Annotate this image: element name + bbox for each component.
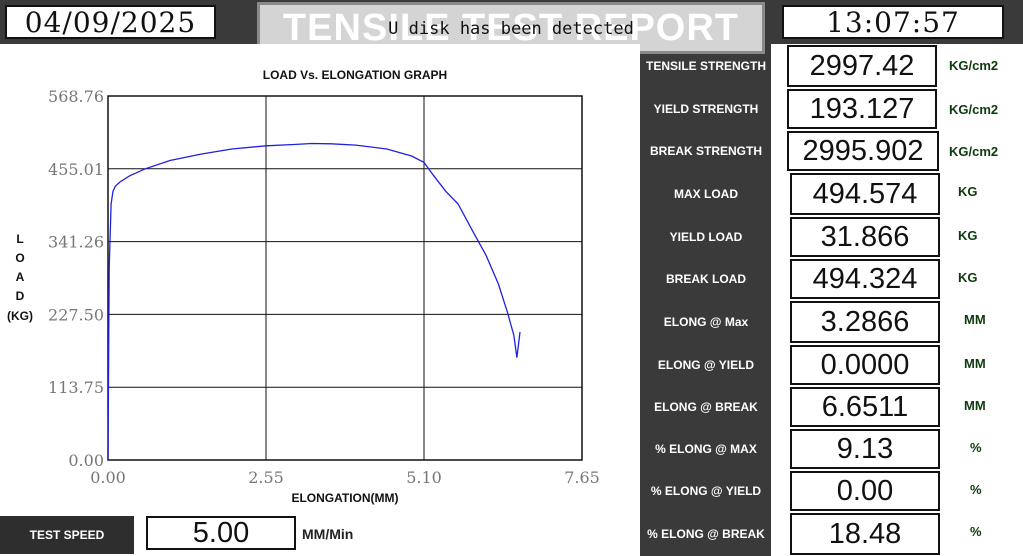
result-unit: %	[970, 524, 982, 539]
result-value: 3.2866	[790, 301, 940, 343]
result-value: 2997.42	[787, 45, 937, 87]
result-value: 31.866	[790, 217, 940, 257]
result-unit: MM	[964, 356, 986, 371]
y-axis-label-letter: L	[16, 232, 23, 246]
result-label: YIELD STRENGTH	[653, 102, 759, 116]
y-tick-label: 113.75	[48, 378, 104, 397]
result-label: % ELONG @ YIELD	[650, 484, 762, 498]
result-value: 9.13	[790, 429, 940, 469]
result-label: % ELONG @ BREAK	[647, 527, 765, 541]
test-speed-label: TEST SPEED	[0, 516, 134, 554]
result-label: MAX LOAD	[674, 187, 738, 201]
result-value: 0.00	[790, 471, 940, 511]
test-speed-value[interactable]: 5.00	[146, 516, 296, 550]
time-display: 13:07:57	[782, 5, 1004, 39]
result-unit: KG	[958, 228, 978, 243]
result-unit: MM	[964, 398, 986, 413]
y-axis-label: LOAD (KG)	[7, 232, 33, 323]
result-label: TENSILE STRENGTH	[645, 59, 766, 73]
result-value: 0.0000	[790, 345, 940, 385]
result-unit: MM	[964, 312, 986, 327]
grid-lines	[107, 95, 583, 461]
result-value: 6.6511	[790, 387, 940, 427]
result-unit: KG	[958, 184, 978, 199]
report-title-box: TENSILE TEST REPORT U disk has been dete…	[257, 2, 765, 54]
result-value: 193.127	[787, 89, 937, 129]
result-label: YIELD LOAD	[669, 230, 743, 244]
y-axis-label-letter: A	[16, 270, 25, 284]
result-unit: %	[970, 482, 982, 497]
chart-panel: LOAD Vs. ELONGATION GRAPH 0.00 113.75 227.…	[0, 44, 640, 512]
y-tick-label: 455.01	[48, 160, 104, 179]
result-unit: KG/cm2	[949, 58, 999, 73]
x-tick-label: 5.10	[406, 468, 442, 487]
x-tick-label: 7.65	[564, 468, 600, 487]
result-label: ELONG @ YIELD	[657, 358, 755, 372]
load-elongation-chart: LOAD Vs. ELONGATION GRAPH 0.00 113.75 227.…	[7, 68, 600, 505]
chart-title: LOAD Vs. ELONGATION GRAPH	[263, 68, 447, 82]
y-tick-label: 341.26	[48, 233, 104, 252]
report-title: TENSILE TEST REPORT	[282, 7, 740, 49]
result-values-background	[771, 44, 940, 556]
date-display: 04/09/2025	[5, 5, 216, 39]
y-tick-label: 227.50	[48, 305, 104, 324]
test-speed-unit: MM/Min	[302, 526, 354, 542]
result-value: 2995.902	[787, 131, 939, 171]
y-axis-label-letter: O	[15, 251, 24, 265]
result-unit: KG/cm2	[949, 144, 999, 159]
x-axis-label: ELONGATION(MM)	[291, 491, 398, 505]
load-curve-series	[107, 142, 521, 461]
y-tick-label: 568.76	[48, 87, 104, 106]
result-label: ELONG @ Max	[663, 315, 749, 329]
status-message: U disk has been detected	[388, 19, 634, 39]
plot-frame	[107, 95, 583, 461]
result-value: 494.324	[790, 259, 940, 299]
y-axis-label-letter: D	[16, 289, 25, 303]
result-units-background	[940, 44, 1023, 556]
x-tick-label: 0.00	[90, 468, 126, 487]
result-label: BREAK STRENGTH	[649, 144, 762, 158]
result-label: BREAK LOAD	[666, 272, 746, 286]
result-value: 494.574	[790, 173, 940, 215]
x-tick-labels: 0.00 2.55 5.10 7.65	[90, 468, 600, 487]
y-tick-labels: 0.00 113.75 227.50 341.26 455.01 568.76	[48, 87, 104, 470]
x-tick-label: 2.55	[248, 468, 284, 487]
result-label: ELONG @ BREAK	[654, 400, 758, 414]
result-unit: KG/cm2	[949, 102, 999, 117]
result-value: 18.48	[790, 513, 940, 555]
result-unit: KG	[958, 270, 978, 285]
y-tick-label: 0.00	[68, 451, 104, 470]
y-axis-unit: (KG)	[7, 309, 33, 323]
result-unit: %	[970, 440, 982, 455]
result-label: % ELONG @ MAX	[655, 442, 757, 456]
